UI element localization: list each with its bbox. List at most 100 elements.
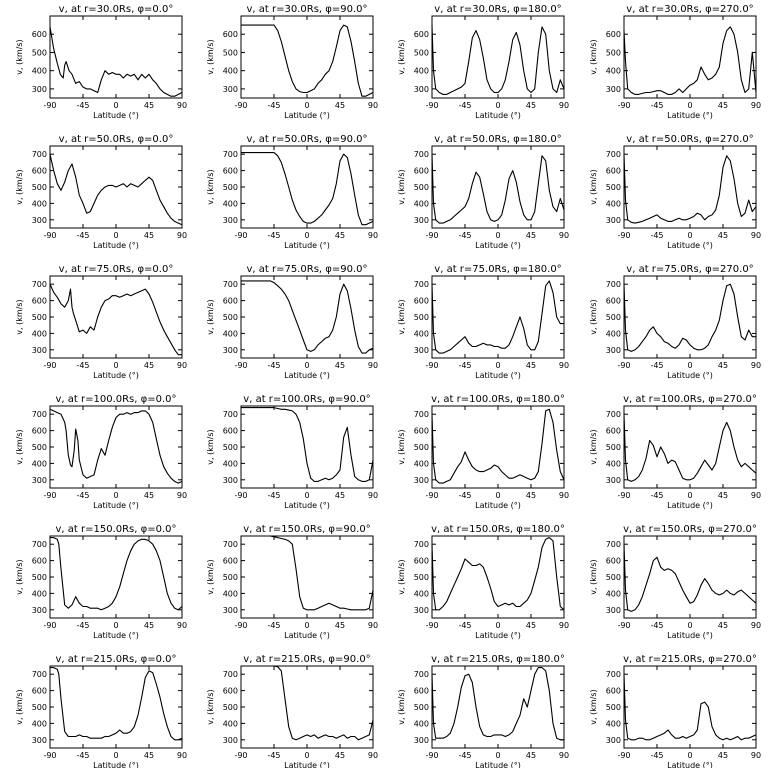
chart-title: v, at r=50.0Rs, φ=180.0° (434, 134, 561, 145)
x-tick-label: 0 (495, 491, 500, 500)
x-axis-label: Latitude (°) (284, 371, 330, 380)
chart-title: v, at r=100.0Rs, φ=90.0° (243, 394, 370, 405)
y-tick-label: 600 (606, 687, 621, 696)
x-axis-label: Latitude (°) (93, 111, 139, 120)
x-tick-label: -90 (43, 621, 56, 630)
y-tick-label: 500 (414, 48, 429, 57)
x-tick-label: -45 (650, 621, 663, 630)
y-axis-label: v, (km/s) (589, 169, 598, 204)
x-tick-label: 45 (335, 751, 345, 760)
y-tick-label: 300 (32, 216, 47, 225)
y-tick-label: 600 (414, 427, 429, 436)
chart-title: v, at r=100.0Rs, φ=270.0° (623, 394, 757, 405)
x-tick-label: 45 (144, 361, 154, 370)
x-tick-label: 0 (495, 751, 500, 760)
x-axis-label: Latitude (°) (475, 371, 521, 380)
y-tick-label: 700 (223, 410, 238, 419)
series-line (49, 154, 183, 226)
y-tick-label: 500 (414, 703, 429, 712)
x-tick-label: 45 (526, 101, 536, 110)
x-tick-label: -45 (267, 361, 280, 370)
y-tick-label: 400 (606, 329, 621, 338)
x-tick-label: -45 (458, 491, 471, 500)
y-tick-label: 500 (223, 443, 238, 452)
series-line (623, 283, 756, 352)
x-tick-label: 90 (751, 491, 761, 500)
x-tick-label: -90 (234, 621, 247, 630)
y-tick-label: 400 (32, 589, 47, 598)
panel-5: v, at r=50.0Rs, φ=0.0° -90 -45 0 45 90 300 400 5… (15, 134, 187, 250)
x-tick-label: -90 (617, 751, 630, 760)
x-tick-label: 90 (751, 361, 761, 370)
x-axis-label: Latitude (°) (475, 631, 521, 640)
panel-21: v, at r=215.0Rs, φ=0.0° -90 -45 0 45 90 300 400… (15, 654, 187, 768)
x-tick-label: 90 (559, 101, 569, 110)
chart-title: v, at r=100.0Rs, φ=0.0° (55, 394, 176, 405)
x-tick-label: -45 (458, 361, 471, 370)
x-tick-label: 90 (368, 231, 378, 240)
y-tick-label: 300 (606, 346, 621, 355)
y-axis-label: v, (km/s) (15, 559, 24, 594)
y-tick-label: 400 (414, 719, 429, 728)
y-tick-label: 300 (606, 606, 621, 615)
y-tick-label: 700 (606, 540, 621, 549)
series-line (623, 26, 757, 95)
y-tick-label: 700 (414, 150, 429, 159)
panel-24: v, at r=215.0Rs, φ=270.0° -90 -45 0 45 90 300 4… (589, 654, 761, 768)
x-tick-label: 45 (144, 231, 154, 240)
y-tick-label: 500 (32, 183, 47, 192)
x-tick-label: -45 (267, 491, 280, 500)
x-tick-label: -90 (617, 361, 630, 370)
y-tick-label: 700 (606, 280, 621, 289)
x-tick-label: 0 (495, 231, 500, 240)
series-line (49, 408, 183, 484)
chart-title: v, at r=30.0Rs, φ=180.0° (434, 4, 561, 15)
y-axis-label: v, (km/s) (589, 559, 598, 594)
y-tick-label: 300 (223, 216, 238, 225)
y-tick-label: 500 (223, 48, 238, 57)
x-tick-label: 0 (304, 621, 309, 630)
series-line (241, 280, 374, 354)
x-tick-label: 90 (559, 751, 569, 760)
panel-14: v, at r=100.0Rs, φ=90.0° -90 -45 0 45 90 300 40… (206, 394, 378, 510)
y-tick-label: 400 (32, 67, 47, 76)
x-tick-label: 0 (304, 751, 309, 760)
x-tick-label: -90 (43, 361, 56, 370)
x-tick-label: -90 (234, 491, 247, 500)
series-line (431, 408, 565, 484)
series-line (623, 414, 757, 482)
y-tick-label: 700 (414, 410, 429, 419)
y-axis-label: v, (km/s) (15, 299, 24, 334)
x-tick-label: 45 (526, 231, 536, 240)
panel-19: v, at r=150.0Rs, φ=180.0° -90 -45 0 45 90 300 4… (397, 524, 569, 640)
y-tick-label: 600 (32, 30, 47, 39)
series-line (241, 24, 374, 97)
y-axis-label: v, (km/s) (15, 39, 24, 74)
x-tick-label: 45 (718, 101, 728, 110)
y-axis-label: v, (km/s) (206, 429, 215, 464)
series-line (241, 665, 374, 741)
x-tick-label: 0 (495, 101, 500, 110)
y-axis-label: v, (km/s) (589, 689, 598, 724)
y-tick-label: 500 (223, 703, 238, 712)
x-tick-label: -45 (267, 101, 280, 110)
x-tick-label: -45 (458, 231, 471, 240)
panel-22: v, at r=215.0Rs, φ=90.0° -90 -45 0 45 90 300 40… (206, 654, 378, 768)
x-axis-label: Latitude (°) (667, 501, 713, 510)
y-tick-label: 600 (606, 427, 621, 436)
x-tick-label: 45 (144, 491, 154, 500)
series-line (623, 544, 757, 612)
y-tick-label: 600 (223, 557, 238, 566)
x-tick-label: -90 (425, 361, 438, 370)
x-tick-label: 45 (335, 621, 345, 630)
y-tick-label: 500 (32, 703, 47, 712)
y-tick-label: 300 (223, 736, 238, 745)
y-tick-label: 400 (32, 459, 47, 468)
y-tick-label: 600 (32, 297, 47, 306)
chart-title: v, at r=150.0Rs, φ=90.0° (243, 524, 370, 535)
x-tick-label: 45 (718, 361, 728, 370)
x-tick-label: -90 (43, 231, 56, 240)
chart-title: v, at r=30.0Rs, φ=90.0° (246, 4, 367, 15)
x-tick-label: 0 (304, 361, 309, 370)
